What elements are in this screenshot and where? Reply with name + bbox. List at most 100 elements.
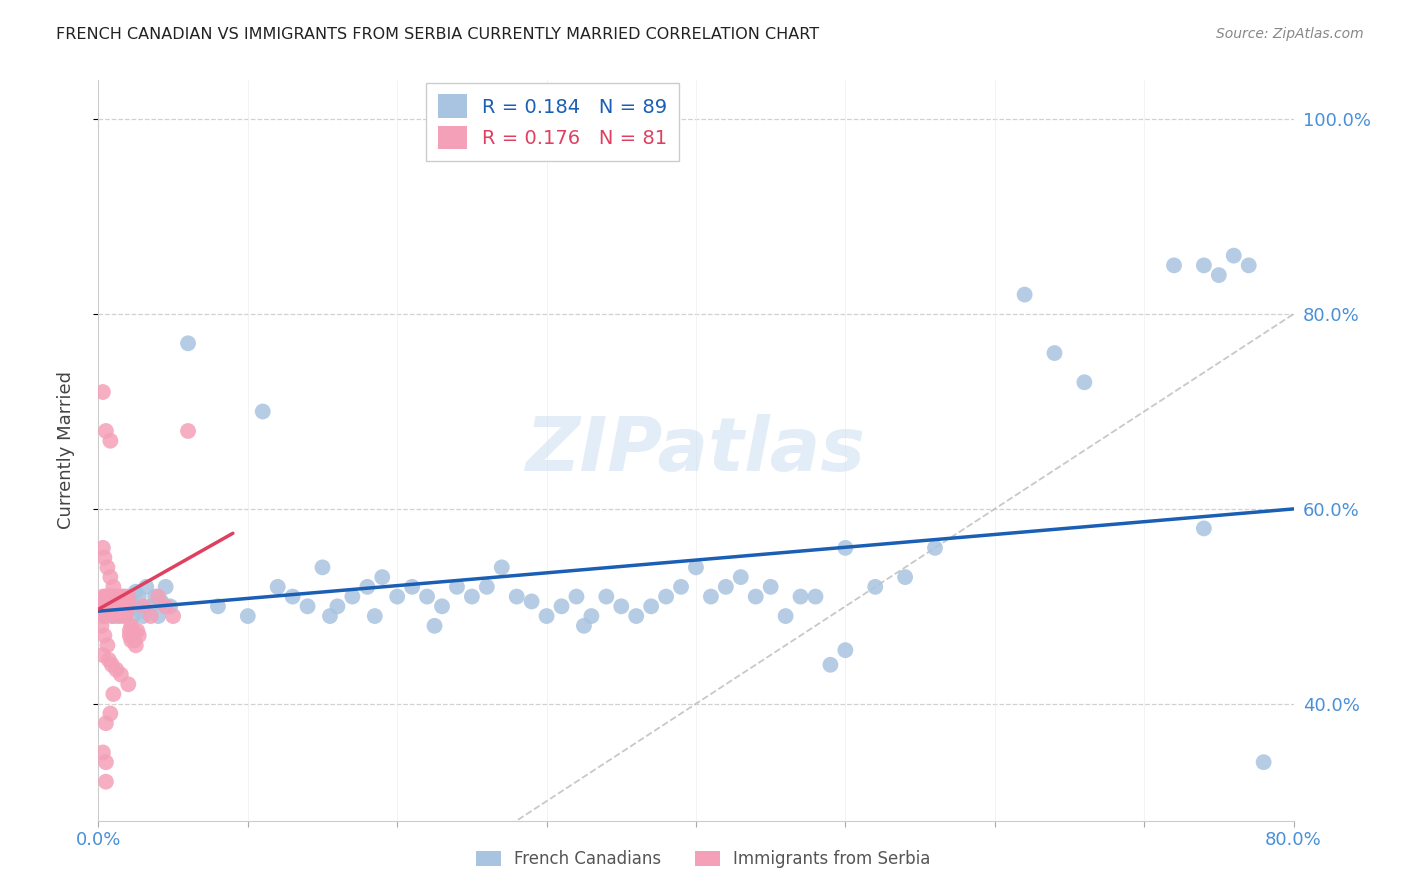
Immigrants from Serbia (111, 599, 134, 614)
French Canadians (236, 609, 259, 624)
French Canadians (789, 590, 811, 604)
Immigrants from Serbia (103, 599, 125, 614)
Immigrants from Serbia (103, 590, 125, 604)
Immigrants from Serbia (112, 604, 135, 618)
Immigrants from Serbia (94, 716, 117, 731)
Immigrants from Serbia (91, 590, 114, 604)
French Canadians (252, 404, 274, 418)
French Canadians (98, 590, 122, 604)
French Canadians (385, 590, 409, 604)
Immigrants from Serbia (94, 590, 117, 604)
Immigrants from Serbia (94, 424, 117, 438)
French Canadians (135, 580, 157, 594)
French Canadians (572, 619, 595, 633)
French Canadians (371, 570, 394, 584)
Immigrants from Serbia (93, 629, 115, 643)
French Canadians (446, 580, 468, 594)
French Canadians (550, 599, 572, 614)
French Canadians (491, 560, 513, 574)
Immigrants from Serbia (118, 624, 141, 638)
Immigrants from Serbia (120, 619, 142, 633)
Immigrants from Serbia (94, 774, 117, 789)
Immigrants from Serbia (98, 570, 122, 584)
French Canadians (207, 599, 229, 614)
Immigrants from Serbia (101, 609, 124, 624)
Immigrants from Serbia (148, 590, 170, 604)
Text: Source: ZipAtlas.com: Source: ZipAtlas.com (1216, 27, 1364, 41)
Immigrants from Serbia (132, 599, 155, 614)
Immigrants from Serbia (121, 624, 143, 638)
Immigrants from Serbia (90, 599, 112, 614)
Immigrants from Serbia (94, 590, 117, 604)
French Canadians (924, 541, 946, 555)
French Canadians (1192, 521, 1215, 535)
French Canadians (1253, 755, 1275, 769)
French Canadians (685, 560, 707, 574)
Immigrants from Serbia (177, 424, 200, 438)
French Canadians (105, 594, 128, 608)
Immigrants from Serbia (103, 687, 125, 701)
French Canadians (319, 609, 342, 624)
French Canadians (177, 336, 200, 351)
French Canadians (640, 599, 662, 614)
Immigrants from Serbia (103, 604, 125, 618)
Immigrants from Serbia (96, 604, 118, 618)
French Canadians (155, 580, 177, 594)
Immigrants from Serbia (110, 667, 132, 681)
Immigrants from Serbia (98, 434, 122, 448)
Immigrants from Serbia (108, 599, 131, 614)
French Canadians (120, 594, 142, 608)
Immigrants from Serbia (96, 560, 118, 574)
French Canadians (1237, 259, 1260, 273)
French Canadians (506, 590, 529, 604)
Immigrants from Serbia (107, 604, 129, 618)
French Canadians (565, 590, 588, 604)
French Canadians (111, 590, 134, 604)
French Canadians (117, 599, 139, 614)
French Canadians (281, 590, 304, 604)
Immigrants from Serbia (101, 594, 124, 608)
French Canadians (700, 590, 723, 604)
Immigrants from Serbia (97, 590, 120, 604)
Immigrants from Serbia (125, 638, 148, 652)
Immigrants from Serbia (118, 629, 141, 643)
Immigrants from Serbia (127, 624, 149, 638)
French Canadians (1073, 376, 1095, 390)
French Canadians (745, 590, 768, 604)
Y-axis label: Currently Married: Currently Married (56, 371, 75, 530)
French Canadians (159, 599, 181, 614)
Immigrants from Serbia (162, 609, 184, 624)
French Canadians (143, 590, 166, 604)
Immigrants from Serbia (96, 638, 118, 652)
Immigrants from Serbia (104, 590, 127, 604)
French Canadians (581, 609, 603, 624)
Text: FRENCH CANADIAN VS IMMIGRANTS FROM SERBIA CURRENTLY MARRIED CORRELATION CHART: FRENCH CANADIAN VS IMMIGRANTS FROM SERBI… (56, 27, 820, 42)
Immigrants from Serbia (107, 590, 129, 604)
French Canadians (475, 580, 498, 594)
Immigrants from Serbia (91, 648, 114, 662)
French Canadians (730, 570, 752, 584)
French Canadians (820, 657, 842, 672)
Immigrants from Serbia (93, 550, 115, 565)
French Canadians (148, 609, 170, 624)
French Canadians (865, 580, 887, 594)
Text: ZIPatlas: ZIPatlas (526, 414, 866, 487)
French Canadians (139, 599, 162, 614)
French Canadians (894, 570, 917, 584)
Immigrants from Serbia (111, 590, 134, 604)
French Canadians (115, 599, 138, 614)
French Canadians (461, 590, 484, 604)
Immigrants from Serbia (105, 599, 128, 614)
Immigrants from Serbia (93, 604, 115, 618)
French Canadians (759, 580, 782, 594)
French Canadians (1208, 268, 1230, 282)
Immigrants from Serbia (104, 594, 127, 608)
French Canadians (1163, 259, 1185, 273)
French Canadians (610, 599, 633, 614)
French Canadians (834, 643, 856, 657)
French Canadians (1192, 259, 1215, 273)
Immigrants from Serbia (105, 663, 128, 677)
Immigrants from Serbia (91, 609, 114, 624)
French Canadians (342, 590, 364, 604)
Immigrants from Serbia (98, 599, 122, 614)
